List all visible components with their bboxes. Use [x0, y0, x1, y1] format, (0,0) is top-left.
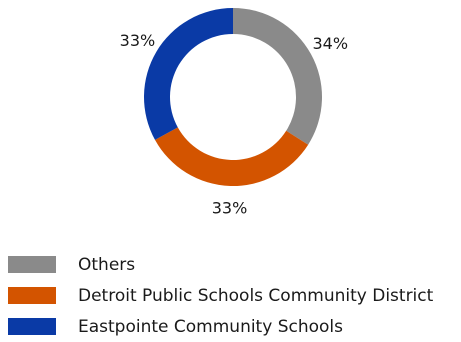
legend-item-detroit: Detroit Public Schools Community Distric… [8, 280, 458, 311]
legend-item-eastpointe: Eastpointe Community Schools [8, 311, 458, 342]
data-label-detroit: 33% [212, 198, 248, 217]
legend: Others Detroit Public Schools Community … [8, 249, 458, 342]
legend-label-eastpointe: Eastpointe Community Schools [78, 316, 343, 337]
donut-chart: 34% 33% 33% [120, 8, 348, 217]
donut-slice-eastpointe [144, 8, 233, 140]
legend-label-others: Others [78, 254, 136, 275]
data-label-others: 34% [312, 34, 348, 53]
donut-slice-others [233, 8, 322, 145]
legend-swatch-eastpointe [8, 318, 56, 335]
data-label-eastpointe: 33% [120, 31, 156, 50]
legend-label-detroit: Detroit Public Schools Community Distric… [78, 285, 434, 306]
donut-slice-detroit [155, 127, 309, 186]
legend-item-others: Others [8, 249, 458, 280]
legend-swatch-detroit [8, 287, 56, 304]
legend-swatch-others [8, 256, 56, 273]
